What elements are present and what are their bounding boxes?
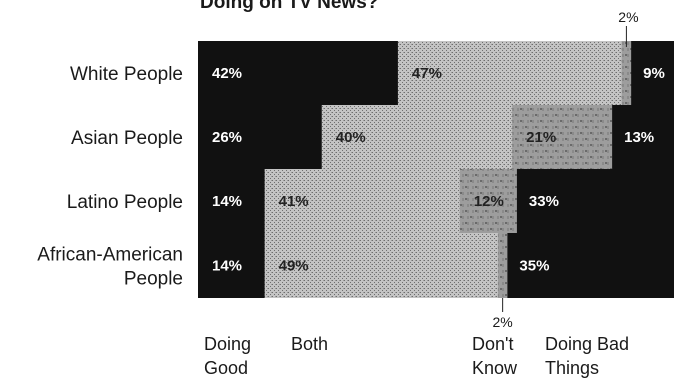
bar-segment-both xyxy=(321,105,513,169)
data-label: 42% xyxy=(212,65,242,82)
data-label: 26% xyxy=(212,129,242,146)
category-label: White People xyxy=(70,64,183,85)
annotation-label: 2% xyxy=(493,314,513,330)
bar-segment-bad xyxy=(507,233,674,298)
data-label: 21% xyxy=(526,129,556,146)
bar-segment-good xyxy=(198,169,266,233)
legend-label-dontknow: Know xyxy=(472,358,518,378)
bar-segment-both xyxy=(397,41,623,105)
bar-segment-good xyxy=(198,41,399,105)
data-label: 40% xyxy=(336,129,366,146)
bar-segment-both xyxy=(264,169,461,233)
data-label: 12% xyxy=(474,193,504,210)
category-label: African-American xyxy=(37,245,183,266)
data-label: 9% xyxy=(643,65,665,82)
data-label: 49% xyxy=(279,258,309,275)
data-label: 41% xyxy=(279,193,309,210)
bar-segment-dontknow xyxy=(512,105,613,169)
bar-segment-dontknow xyxy=(497,233,508,298)
bar-segment-good xyxy=(198,233,266,298)
bar-segment-bad xyxy=(631,41,674,105)
category-label: People xyxy=(124,269,183,290)
legend-label-bad: Things xyxy=(545,358,599,378)
bar-segment-bad xyxy=(612,105,674,169)
legend-label-both: Both xyxy=(291,334,328,354)
annotation-label: 2% xyxy=(618,9,638,25)
bar-segment-both xyxy=(264,233,499,298)
legend-label-dontknow: Don't xyxy=(472,334,513,354)
legend-label-bad: Doing Bad xyxy=(545,334,629,354)
bar-segment-bad xyxy=(516,169,674,233)
legend-label-good: Good xyxy=(204,358,248,378)
data-label: 35% xyxy=(519,258,549,275)
category-label: Asian People xyxy=(71,128,183,149)
data-label: 33% xyxy=(529,193,559,210)
bar-segment-dontknow xyxy=(459,169,518,233)
category-label: Latino People xyxy=(67,192,183,213)
data-label: 13% xyxy=(624,129,654,146)
data-label: 47% xyxy=(412,65,442,82)
data-label: 14% xyxy=(212,193,242,210)
chart-title: Doing on TV News? xyxy=(200,0,378,13)
bar-segment-dontknow xyxy=(621,41,632,105)
legend-label-good: Doing xyxy=(204,334,251,354)
bar-segment-good xyxy=(198,105,323,169)
data-label: 14% xyxy=(212,258,242,275)
